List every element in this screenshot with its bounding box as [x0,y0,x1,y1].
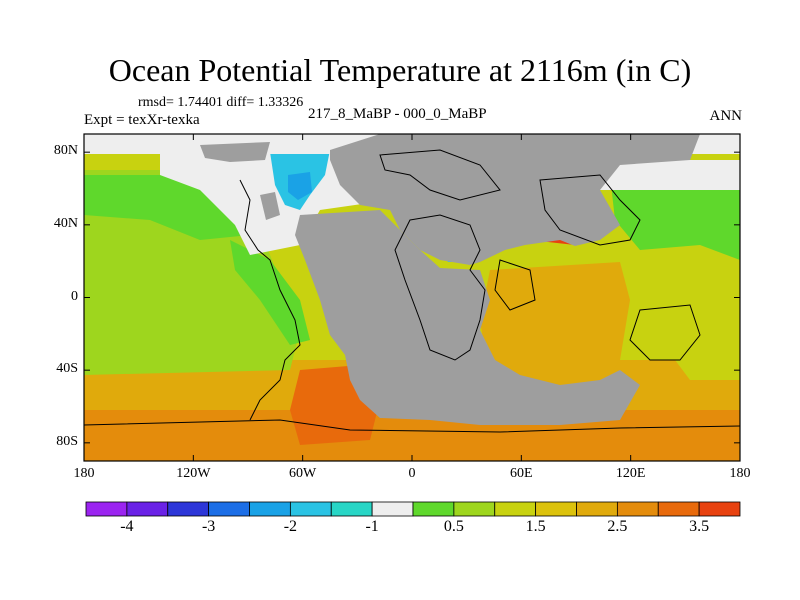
colorbar-swatch [208,501,250,517]
y-tick-label: 40S [56,361,78,377]
y-tick-label: 80S [56,433,78,449]
north-atlantic-cold-core [288,172,312,200]
coastline-india [494,259,536,311]
colorbar-swatch [494,501,537,517]
landmass-patch-2 [260,192,280,220]
coastline-africa [394,214,486,361]
x-tick-label: 120W [176,466,211,481]
coastlines [84,149,740,433]
page-title: Ocean Potential Temperature at 2116m (in… [108,52,692,88]
colorbar-label: 3.5 [689,518,710,535]
coastline-australia [629,304,701,361]
coastline-asia [539,174,641,246]
colorbar-swatch [453,501,496,517]
x-tick-label: 0 [408,466,416,481]
colorbar-label: -2 [283,518,298,535]
indian-ocean-warm [480,262,630,390]
experiment-label: Expt = texXr-texka [84,112,200,128]
colorbar-swatch [85,501,128,517]
colorbar-label: -1 [365,518,379,535]
colorbar-swatch [371,501,414,517]
colorbar-swatch [535,501,577,517]
x-tick-marks [83,134,741,461]
map-field [84,134,740,461]
colorbar-swatch [412,501,455,517]
west-pacific-yellow [640,245,740,380]
colorbar-label: 0.5 [443,518,464,535]
colorbar-swatch [330,501,373,517]
coastline-north-landmass [379,149,501,201]
y-tick-label: 80N [53,143,78,159]
x-tick-label: 120E [615,466,646,481]
colorbar-swatch [249,501,291,517]
x-tick-label: 60E [510,466,533,481]
colorbar-swatch [289,501,332,517]
colorbar-swatch [657,501,700,517]
y-tick-marks [84,151,740,444]
landmass-north [330,134,700,265]
x-tick-label: 180 [729,466,751,481]
y-tick-label: 40N [53,215,78,231]
colorbar-swatch [616,501,659,517]
east-pacific-green [230,240,310,345]
colorbar [85,501,741,517]
land-masses [200,134,700,425]
y-tick-label: 0 [71,288,78,304]
x-tick-label: 180 [73,466,95,481]
colorbar-label: 1.5 [525,518,546,535]
colorbar-label: -3 [201,518,216,535]
north-pacific-green [84,175,250,240]
colorbar-label: 2.5 [607,518,628,535]
colorbar-label: -4 [120,518,134,535]
colorbar-swatch [167,501,210,517]
colorbar-swatch [698,501,741,517]
difference-label: 217_8_MaBP - 000_0_MaBP [308,106,487,122]
coastline-north-america [239,179,301,421]
season-label: ANN [709,108,743,124]
landmass-central [295,210,640,425]
x-tick-label: 60W [289,466,317,481]
landmass-patch-1 [200,142,270,162]
rmsd-diff-stats: rmsd= 1.74401 diff= 1.33326 [138,95,304,110]
colorbar-swatch [576,501,618,517]
colorbar-swatch [126,501,169,517]
coastline-antarctica [84,419,740,433]
